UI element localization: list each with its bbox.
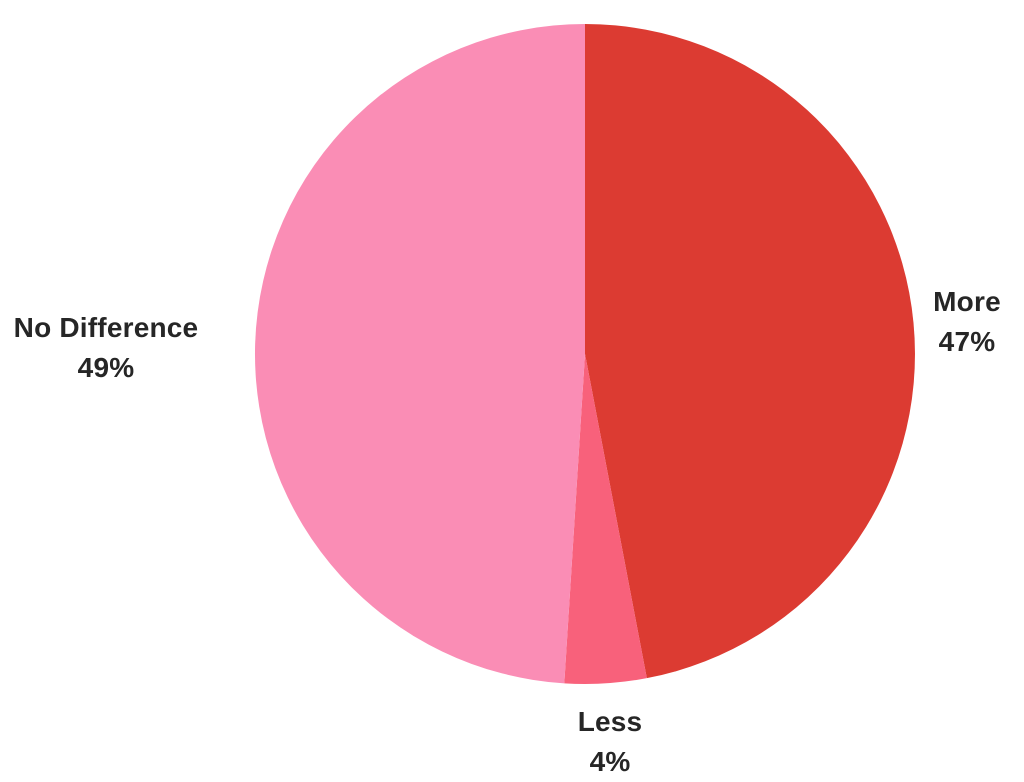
- slice-label-more: More 47%: [887, 282, 1024, 362]
- pie-slice-less: [564, 354, 647, 684]
- slice-label-no-difference-percent: 49%: [77, 352, 135, 383]
- slice-label-less-name: Less: [577, 706, 643, 737]
- slice-label-no-difference-name: No Difference: [13, 312, 199, 343]
- slice-label-less-percent: 4%: [589, 746, 631, 777]
- slice-label-no-difference: No Difference 49%: [2, 308, 210, 388]
- slice-label-more-name: More: [933, 286, 1001, 317]
- pie-slice-more: [585, 24, 915, 679]
- slice-label-less: Less 4%: [540, 702, 680, 782]
- pie-slice-no-difference: [254, 24, 585, 684]
- slice-label-more-percent: 47%: [938, 326, 996, 357]
- pie-slices: [254, 24, 915, 684]
